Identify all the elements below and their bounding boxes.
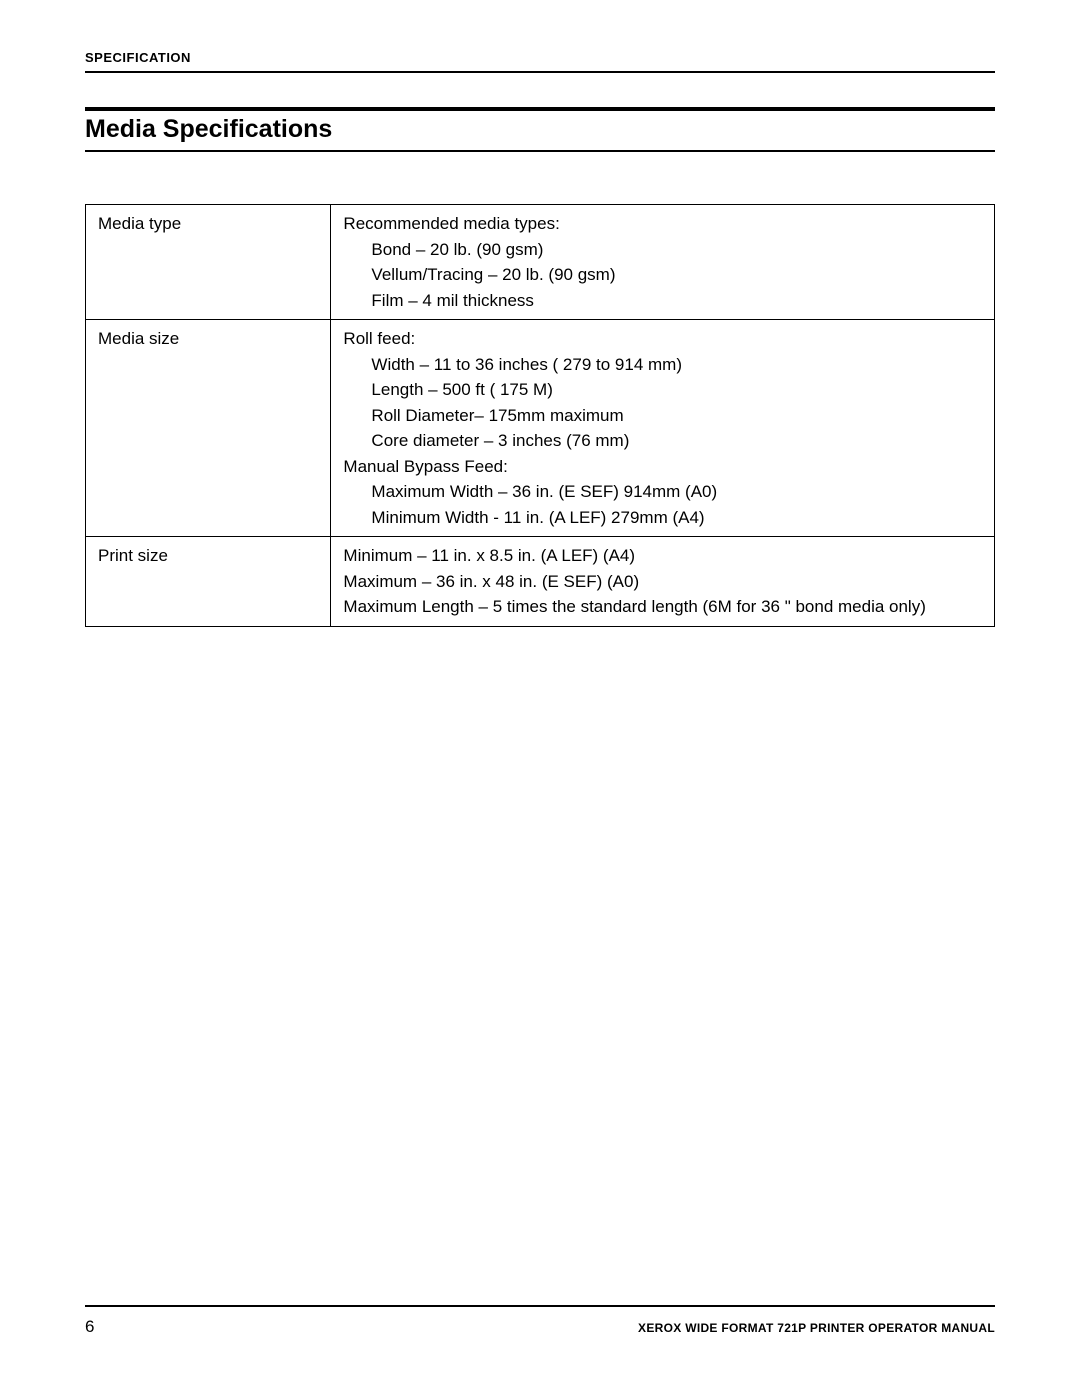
header-label: SPECIFICATION <box>85 50 995 71</box>
table-row: Print sizeMinimum – 11 in. x 8.5 in. (A … <box>86 537 995 627</box>
spec-value-line: Minimum – 11 in. x 8.5 in. (A LEF) (A4) <box>343 543 984 569</box>
spec-value-cell: Minimum – 11 in. x 8.5 in. (A LEF) (A4)M… <box>331 537 995 627</box>
table-row: Media typeRecommended media types:Bond –… <box>86 205 995 320</box>
table-row: Media sizeRoll feed:Width – 11 to 36 inc… <box>86 320 995 537</box>
spec-value-cell: Recommended media types:Bond – 20 lb. (9… <box>331 205 995 320</box>
spec-value-line: Width – 11 to 36 inches ( 279 to 914 mm) <box>343 352 984 378</box>
spec-value-line: Length – 500 ft ( 175 M) <box>343 377 984 403</box>
page-footer: 6 XEROX WIDE FORMAT 721P PRINTER OPERATO… <box>85 1305 995 1337</box>
section-title: Media Specifications <box>85 115 995 144</box>
spec-value-line: Vellum/Tracing – 20 lb. (90 gsm) <box>343 262 984 288</box>
spec-value-line: Roll feed: <box>343 326 984 352</box>
spec-value-cell: Roll feed:Width – 11 to 36 inches ( 279 … <box>331 320 995 537</box>
spec-value-line: Film – 4 mil thickness <box>343 288 984 314</box>
spec-label-cell: Media type <box>86 205 331 320</box>
spec-value-line: Maximum Length – 5 times the standard le… <box>343 594 984 620</box>
spec-value-line: Bond – 20 lb. (90 gsm) <box>343 237 984 263</box>
spec-value-line: Minimum Width - 11 in. (A LEF) 279mm (A4… <box>343 505 984 531</box>
spec-value-line: Maximum Width – 36 in. (E SEF) 914mm (A0… <box>343 479 984 505</box>
spec-value-line: Roll Diameter– 175mm maximum <box>343 403 984 429</box>
spec-value-line: Core diameter – 3 inches (76 mm) <box>343 428 984 454</box>
spec-label-cell: Print size <box>86 537 331 627</box>
page-header: SPECIFICATION <box>85 50 995 107</box>
spec-value-line: Recommended media types: <box>343 211 984 237</box>
header-rule <box>85 71 995 73</box>
spec-value-line: Maximum – 36 in. x 48 in. (E SEF) (A0) <box>343 569 984 595</box>
section-title-container: Media Specifications <box>85 107 995 152</box>
page-number: 6 <box>85 1317 94 1337</box>
spec-table: Media typeRecommended media types:Bond –… <box>85 204 995 627</box>
spec-label-cell: Media size <box>86 320 331 537</box>
page-container: SPECIFICATION Media Specifications Media… <box>0 0 1080 1397</box>
spec-value-line: Manual Bypass Feed: <box>343 454 984 480</box>
spec-table-body: Media typeRecommended media types:Bond –… <box>86 205 995 627</box>
footer-manual-title: XEROX WIDE FORMAT 721P PRINTER OPERATOR … <box>638 1321 995 1335</box>
